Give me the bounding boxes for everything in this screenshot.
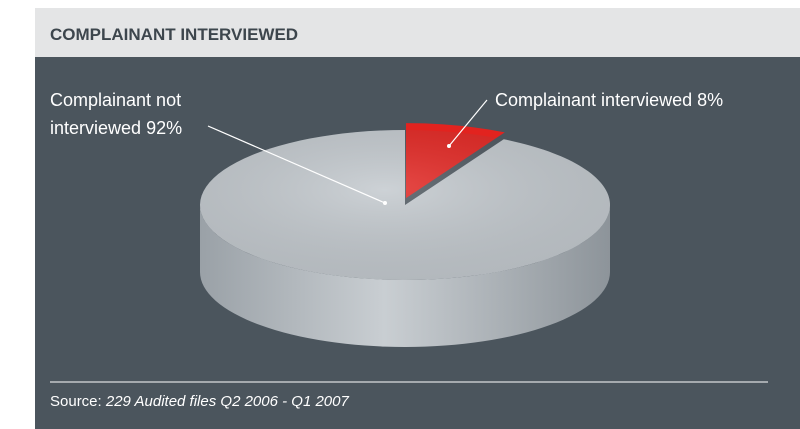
pie-side: [200, 205, 610, 347]
leader-line: [207, 125, 386, 204]
source-text: 229 Audited files Q2 2006 - Q1 2007: [105, 393, 349, 410]
slice-value: 92%: [146, 118, 183, 138]
leader-dot: [447, 144, 451, 148]
slice-label: Complainant not interviewed 92%: [50, 86, 225, 142]
slice-name: Complainant not interviewed: [50, 90, 182, 138]
leader-line: [448, 99, 488, 147]
slice-value: 8%: [697, 90, 724, 110]
leader-dot: [383, 201, 387, 205]
source-label: Source:: [50, 393, 102, 410]
header-bar: COMPLAINANT INTERVIEWED: [35, 8, 800, 57]
slices: [200, 123, 610, 280]
chart-title: COMPLAINANT INTERVIEWED: [50, 25, 299, 44]
slice-name: Complainant interviewed: [495, 90, 693, 110]
slice-label: Complainant interviewed 8%: [495, 86, 785, 114]
source: Source: 229 Audited files Q2 2006 - Q1 2…: [50, 393, 349, 410]
pie-slice: [200, 130, 610, 280]
